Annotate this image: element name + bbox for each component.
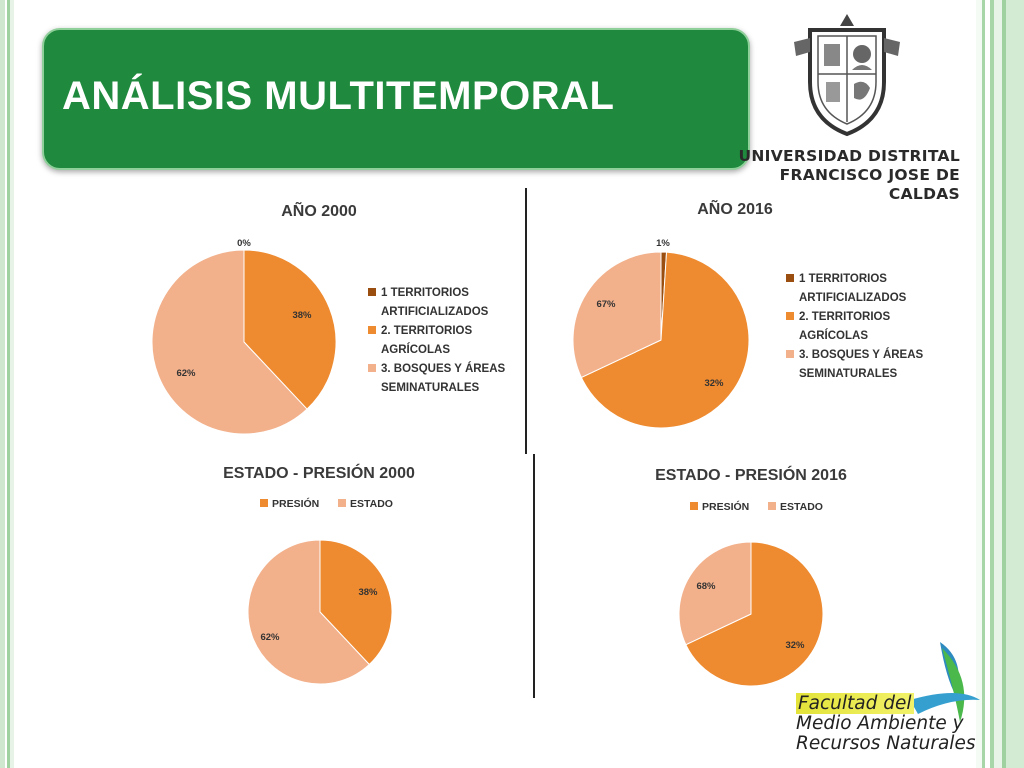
legend-label: ESTADO <box>780 501 823 513</box>
legend-label: AGRÍCOLAS <box>799 329 868 342</box>
legend-label: 2. TERRITORIOS <box>381 325 472 337</box>
legend-label: 1 TERRITORIOS <box>381 287 469 299</box>
left-frame-border <box>0 0 14 768</box>
university-name-line1: UNIVERSIDAD DISTRITAL <box>738 147 960 165</box>
university-seal-logo <box>794 14 900 137</box>
legend-label: SEMINATURALES <box>799 368 898 380</box>
pie-data-label: 38% <box>292 310 312 321</box>
pie-data-label: 32% <box>785 640 805 651</box>
faculty-name-line2: Medio Ambiente y <box>796 713 964 734</box>
legend-swatch <box>786 350 794 358</box>
legend-label: PRESIÓN <box>702 500 749 513</box>
legend-label: SEMINATURALES <box>381 382 480 394</box>
legend-swatch <box>368 364 376 372</box>
chart-title: ESTADO - PRESIÓN 2000 <box>223 463 415 482</box>
legend-label: ARTIFICIALIZADOS <box>381 306 489 318</box>
pie-data-label: 67% <box>596 299 616 310</box>
pie-data-label: 0% <box>237 238 251 249</box>
pie-data-label: 38% <box>358 587 378 598</box>
divider-top <box>525 188 527 454</box>
pie-slice <box>151 249 308 435</box>
pie-slice <box>685 541 824 687</box>
legend-swatch <box>786 274 794 282</box>
slide-title: ANÁLISIS MULTITEMPORAL <box>62 74 615 118</box>
pie-slice <box>319 539 393 666</box>
pie-slice <box>247 539 370 685</box>
legend-label: ARTIFICIALIZADOS <box>799 292 907 304</box>
pie-slice <box>243 249 337 410</box>
chart-title: ESTADO - PRESIÓN 2016 <box>655 465 847 484</box>
university-name-line2: FRANCISCO JOSE DE CALDAS <box>779 166 960 203</box>
pie-data-label: 62% <box>176 368 196 379</box>
legend-label: AGRÍCOLAS <box>381 343 450 356</box>
legend-label: 1 TERRITORIOS <box>799 273 887 285</box>
pie-slice <box>678 541 752 646</box>
faculty-name: Facultad del Medio Ambiente y Recursos N… <box>796 693 976 754</box>
pie-slice <box>580 251 750 429</box>
legend-swatch <box>260 499 268 507</box>
legend-swatch <box>368 288 376 296</box>
faculty-name-line1: Facultad del <box>796 693 914 714</box>
faculty-logo <box>910 642 980 722</box>
legend-swatch <box>368 326 376 334</box>
legend-label: PRESIÓN <box>272 497 319 510</box>
legend-swatch <box>690 502 698 510</box>
pie-data-label: 62% <box>260 632 280 643</box>
university-name: UNIVERSIDAD DISTRITAL FRANCISCO JOSE DE … <box>738 147 960 204</box>
faculty-name-line3: Recursos Naturales <box>796 733 976 754</box>
pie-data-label: 1% <box>656 238 670 249</box>
legend-swatch <box>786 312 794 320</box>
legend-label: 2. TERRITORIOS <box>799 311 890 323</box>
pie-slice <box>572 251 662 379</box>
legend-label: ESTADO <box>350 498 393 510</box>
legend-swatch <box>768 502 776 510</box>
right-frame-border <box>976 0 1024 768</box>
chart-title: AÑO 2016 <box>697 198 773 218</box>
legend-label: 3. BOSQUES Y ÁREAS <box>381 362 506 375</box>
legend-swatch <box>338 499 346 507</box>
title-banner: ANÁLISIS MULTITEMPORAL <box>42 28 750 170</box>
divider-bottom <box>533 454 535 698</box>
pie-data-label: 68% <box>696 581 716 592</box>
chart-title: AÑO 2000 <box>281 200 357 220</box>
pie-data-label: 32% <box>704 378 724 389</box>
legend-label: 3. BOSQUES Y ÁREAS <box>799 348 924 361</box>
